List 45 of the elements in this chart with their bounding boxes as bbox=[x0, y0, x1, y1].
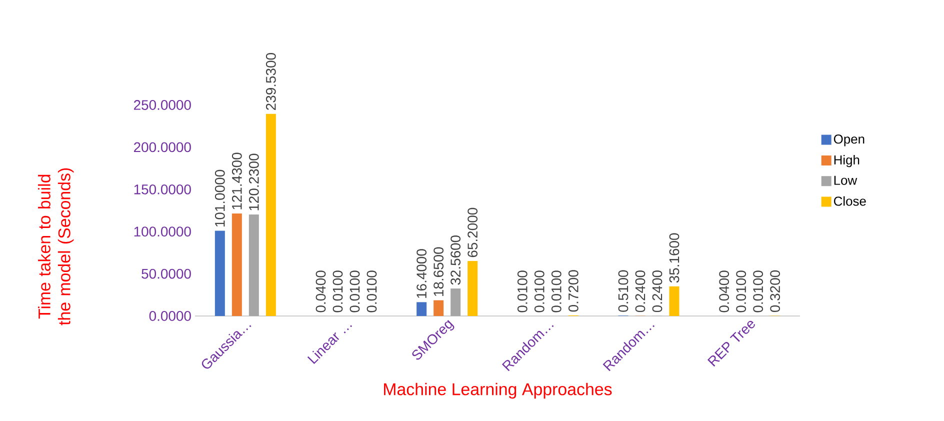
data-label: 0.0100 bbox=[551, 270, 562, 312]
data-label: 0.0100 bbox=[517, 270, 528, 312]
bar bbox=[669, 286, 680, 316]
data-label: 0.0100 bbox=[736, 270, 746, 312]
x-axis-title: Machine Learning Approaches bbox=[384, 382, 612, 399]
legend-label: Low bbox=[834, 176, 858, 185]
data-label: 0.5100 bbox=[618, 270, 628, 312]
data-label: 32.5600 bbox=[450, 235, 461, 285]
data-label: 18.6500 bbox=[434, 247, 444, 296]
data-label: 0.0100 bbox=[350, 270, 360, 312]
y-tick-label: 150.0000 bbox=[134, 184, 191, 194]
data-label: 0.3200 bbox=[770, 270, 780, 312]
y-tick-label: 100.0000 bbox=[134, 226, 191, 237]
y-tick-label: 200.0000 bbox=[134, 142, 191, 152]
bar bbox=[416, 302, 427, 316]
data-label: 0.0100 bbox=[332, 270, 343, 312]
legend-label: High bbox=[834, 155, 860, 168]
data-label: 0.0400 bbox=[316, 270, 326, 312]
data-label: 120.2300 bbox=[248, 154, 259, 210]
bar bbox=[248, 214, 259, 316]
data-label: 121.4300 bbox=[232, 152, 242, 210]
bar bbox=[232, 214, 242, 316]
y-tick-label: 50.0000 bbox=[142, 268, 191, 279]
data-label: 0.7200 bbox=[568, 270, 578, 312]
data-label: 65.2000 bbox=[468, 208, 478, 258]
data-label: 0.0100 bbox=[366, 270, 377, 312]
data-label: 0.2400 bbox=[635, 270, 646, 312]
y-tick-label: 250.0000 bbox=[134, 100, 191, 110]
bar bbox=[450, 288, 461, 316]
y-tick-label: 0.0000 bbox=[149, 311, 191, 321]
data-label: 101.0000 bbox=[214, 170, 225, 226]
data-label: 239.5300 bbox=[266, 53, 276, 110]
bar bbox=[434, 300, 444, 316]
legend-label: Close bbox=[834, 196, 866, 206]
legend-label: Open bbox=[834, 134, 864, 146]
data-label: 0.2400 bbox=[652, 270, 662, 312]
data-label: 0.0400 bbox=[719, 270, 730, 312]
bar bbox=[468, 260, 478, 316]
data-label: 0.0100 bbox=[753, 270, 764, 312]
data-label: 16.4000 bbox=[416, 249, 427, 298]
bar bbox=[214, 230, 225, 316]
data-label: 0.0100 bbox=[534, 270, 544, 312]
data-label: 35.1600 bbox=[669, 233, 680, 283]
y-axis-title: Time taken to build the model (Seconds) bbox=[38, 168, 74, 326]
bar bbox=[266, 114, 276, 316]
